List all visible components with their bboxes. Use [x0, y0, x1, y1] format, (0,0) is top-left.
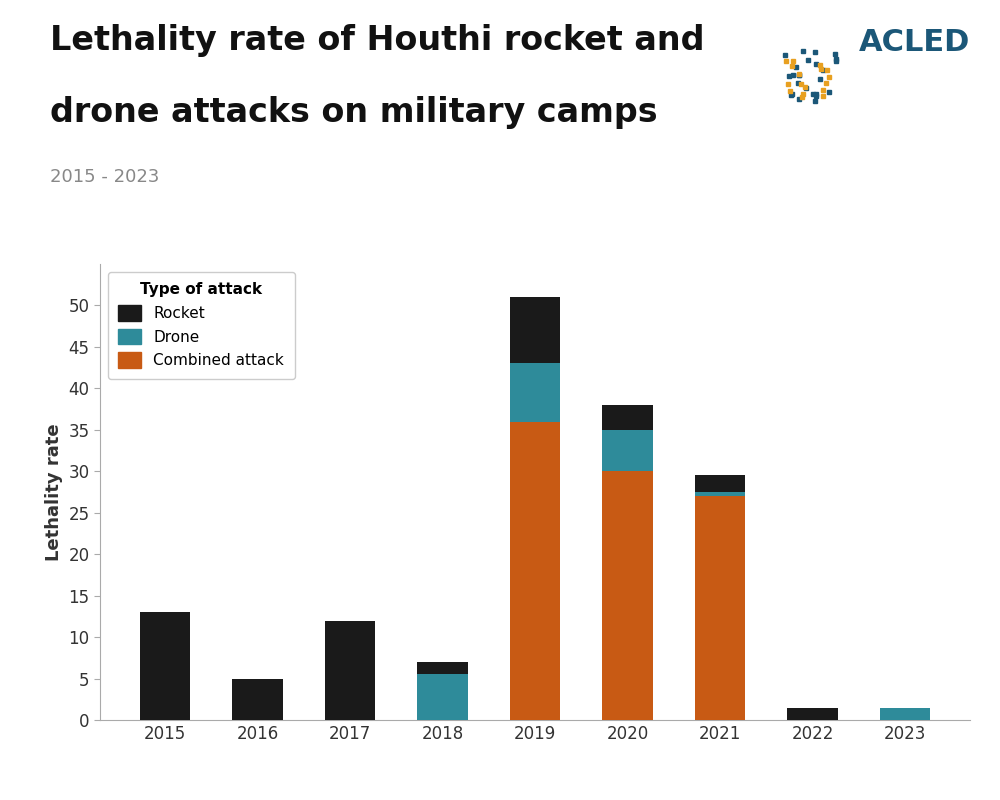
- Bar: [602, 471, 653, 720]
- Bar: [510, 363, 560, 422]
- Bar: [325, 621, 375, 720]
- Bar: [602, 405, 653, 430]
- Text: ACLED: ACLED: [859, 28, 970, 57]
- Legend: Rocket, Drone, Combined attack: Rocket, Drone, Combined attack: [108, 272, 295, 379]
- Bar: [510, 422, 560, 720]
- Bar: [232, 678, 283, 720]
- Text: drone attacks on military camps: drone attacks on military camps: [50, 96, 658, 129]
- Bar: [695, 496, 745, 720]
- Bar: [695, 492, 745, 496]
- Bar: [695, 475, 745, 492]
- Bar: [787, 707, 838, 720]
- Y-axis label: Lethality rate: Lethality rate: [45, 423, 63, 561]
- Bar: [880, 707, 930, 720]
- Bar: [140, 612, 190, 720]
- Bar: [417, 662, 468, 674]
- Text: Lethality rate of Houthi rocket and: Lethality rate of Houthi rocket and: [50, 24, 704, 57]
- Bar: [417, 674, 468, 720]
- Bar: [602, 430, 653, 471]
- Text: 2015 - 2023: 2015 - 2023: [50, 168, 159, 186]
- Bar: [510, 297, 560, 363]
